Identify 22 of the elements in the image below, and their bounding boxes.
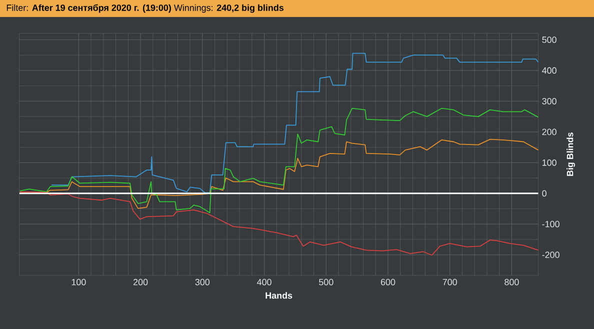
y-tick-label: 0 — [542, 190, 546, 197]
y-tick-label: 100 — [542, 159, 556, 166]
x-tick-label: 800 — [504, 278, 519, 286]
x-axis-title: Hands — [266, 292, 292, 299]
x-tick-label: 300 — [195, 278, 210, 286]
y-tick-label: 400 — [542, 67, 556, 74]
chart-title: Filter: After 19 сентября 2020 г. (19:00) Winnings: 240,2 big blinds — [6, 4, 284, 13]
line-series — [19, 108, 538, 214]
x-tick-label: 700 — [442, 278, 457, 286]
y-axis-title: Big Blinds — [566, 132, 576, 176]
y-tick-label: 300 — [542, 98, 556, 104]
y-tick-label: 500 — [542, 36, 556, 43]
x-tick-label: 100 — [72, 278, 86, 286]
y-tick-label: 200 — [542, 128, 556, 136]
x-tick-label: 500 — [319, 278, 334, 286]
y-tick-label: -200 — [542, 252, 560, 258]
x-tick-label: 200 — [134, 278, 148, 286]
x-tick-label: 600 — [380, 278, 396, 286]
x-tick-label: 400 — [256, 278, 272, 286]
line-series — [51, 52, 538, 194]
y-tick-label: -100 — [542, 220, 560, 228]
line-series — [19, 191, 538, 256]
